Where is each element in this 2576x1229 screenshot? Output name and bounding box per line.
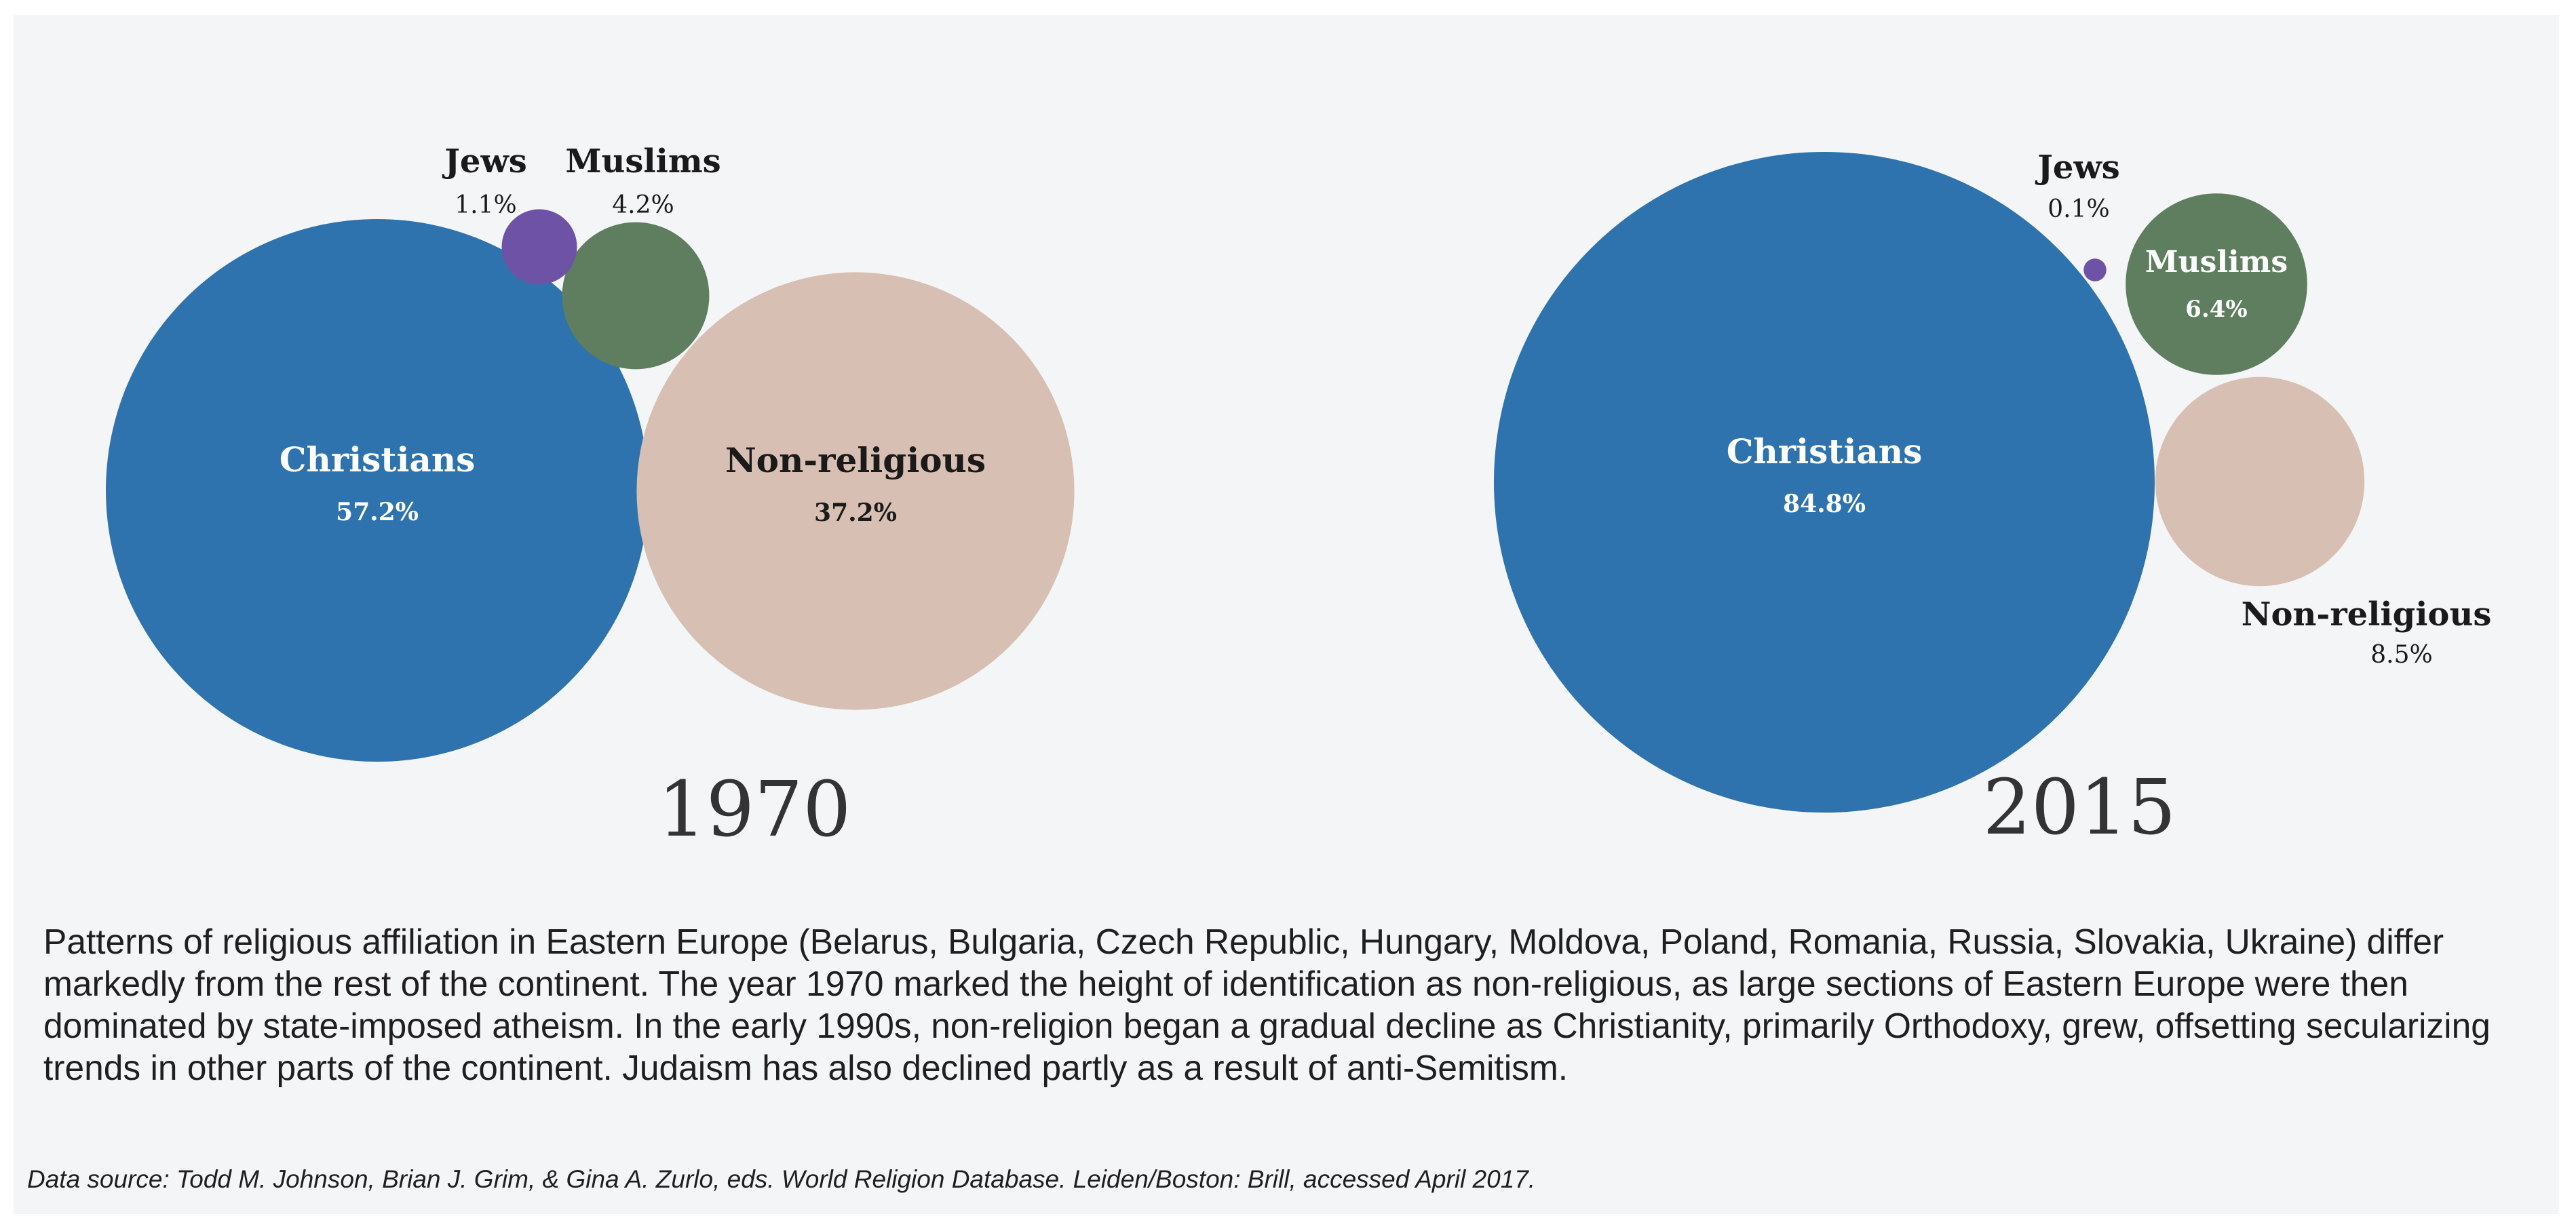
year-label-2015: 2015 — [1982, 764, 2176, 852]
label-name-jews-2015: Jews — [2035, 149, 2120, 187]
bubble-muslims-1970 — [562, 222, 710, 370]
label-name-muslims-1970: Muslims — [565, 142, 720, 180]
label-value-christians-2015: 84.8% — [1783, 490, 1866, 518]
label-value-non-religious-1970: 37.2% — [814, 499, 897, 527]
year-label-1970: 1970 — [657, 766, 851, 854]
data-source-note: Data source: Todd M. Johnson, Brian J. G… — [27, 1165, 1536, 1193]
bubble-christians-2015 — [1493, 151, 2155, 813]
label-value-jews-1970: 1.1% — [455, 191, 516, 219]
label-name-muslims-2015: Muslims — [2145, 245, 2288, 279]
figure-panel: Christians 57.2% Non-religious 37.2% Muslims… — [14, 15, 2559, 1214]
bubble-non-religious-2015 — [2155, 376, 2365, 587]
label-value-jews-2015: 0.1% — [2048, 195, 2109, 223]
bubble-jews-1970 — [501, 209, 577, 285]
label-name-christians-2015: Christians — [1727, 431, 1923, 471]
bubble-group-1970 — [106, 209, 1075, 762]
label-value-christians-1970: 57.2% — [336, 498, 419, 526]
bubble-christians-1970 — [106, 219, 649, 762]
bubble-charts: Christians 57.2% Non-religious 37.2% Muslims… — [106, 142, 2492, 854]
label-name-jews-1970: Jews — [442, 142, 527, 180]
label-name-non-religious-2015: Non-religious — [2242, 596, 2492, 633]
bubble-jews-2015 — [2083, 258, 2107, 281]
label-value-non-religious-2015: 8.5% — [2370, 641, 2432, 669]
label-value-muslims-2015: 6.4% — [2185, 296, 2247, 323]
label-name-non-religious-1970: Non-religious — [725, 440, 986, 480]
bubble-group-2015 — [1493, 151, 2365, 813]
figure-caption: Patterns of religious affiliation in Eas… — [43, 922, 2491, 1087]
label-value-muslims-1970: 4.2% — [612, 191, 674, 219]
bubble-non-religious-1970 — [636, 272, 1075, 710]
bubble-muslims-2015 — [2126, 193, 2307, 375]
label-name-christians-1970: Christians — [280, 440, 476, 480]
